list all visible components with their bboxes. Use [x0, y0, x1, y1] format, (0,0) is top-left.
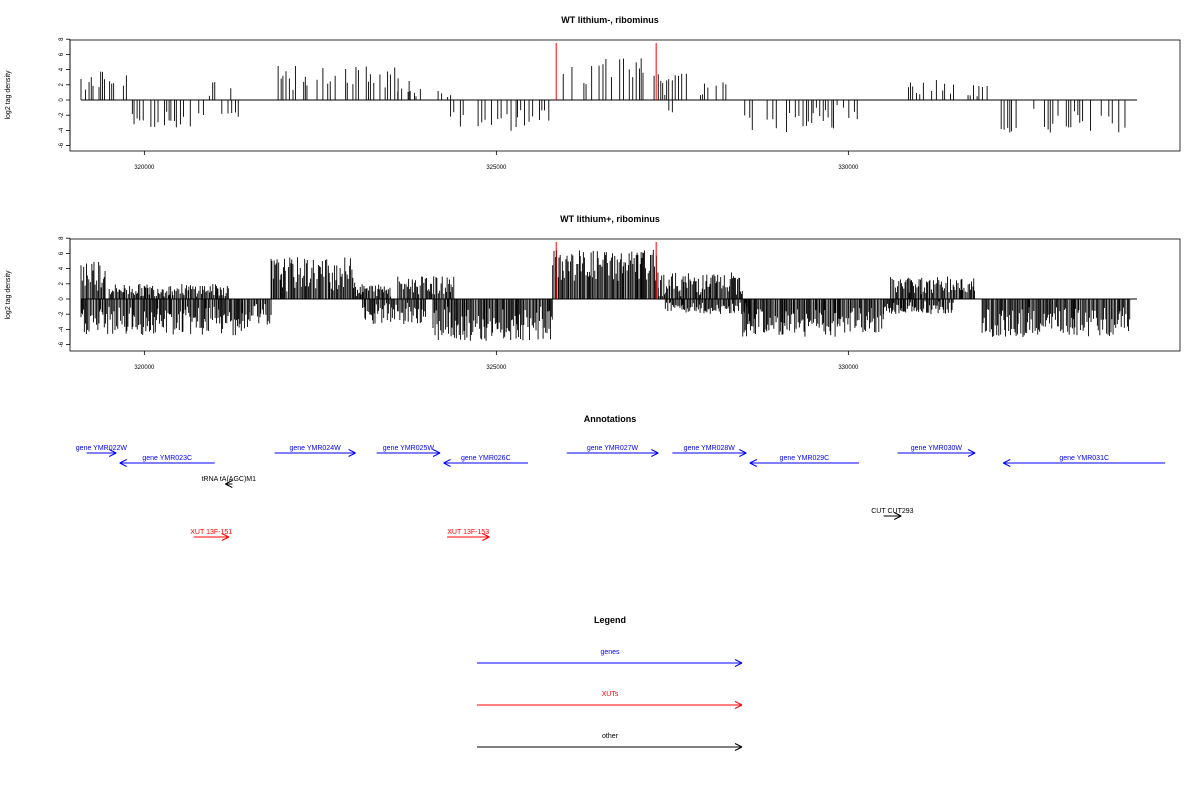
panel-1-bars [80, 58, 1126, 133]
panel-2-y-tick-label: -4 [59, 326, 65, 332]
annotation-arrow [749, 459, 859, 467]
panel-1-y-tick-label: 8 [59, 37, 65, 41]
annotations-panel: Annotations gene YMR022W gene YMR023C tRNA… [76, 414, 1166, 541]
annotation-label: gene YMR031C [1059, 455, 1109, 462]
panel-1-y-tick-label: -6 [59, 142, 65, 148]
annotation-arrow [86, 449, 117, 457]
panel-2-y-tick-label: 2 [59, 281, 65, 285]
annotation-arrow [672, 449, 747, 457]
annotation-arrow [443, 459, 529, 467]
panel-2-y-tick-label: 6 [59, 251, 65, 255]
panel-2-x-tick-label: 320000 [134, 365, 155, 371]
annotation-arrow [1003, 459, 1166, 467]
panel-1-y-tick-label: 2 [59, 82, 65, 86]
panel-2-x-axis: 320000 325000 330000 [134, 351, 859, 371]
track-panel-2: WT lithium+, ribominus log2 tag density … [5, 214, 1181, 371]
annotation-label: gene YMR026C [461, 455, 511, 462]
legend-arrow-other [477, 743, 743, 751]
annotation-arrow [566, 449, 659, 457]
annotation-label: gene YMR027W [587, 445, 639, 452]
panel-1-y-axis: 8 6 4 2 0 -2 -4 -6 [59, 37, 71, 148]
annotation-arrow [883, 512, 902, 520]
panel-1-x-tick-label: 325000 [486, 165, 507, 171]
panel-2-x-tick-label: 325000 [486, 365, 507, 371]
annotation-arrow [225, 480, 233, 488]
panel-1-title: WT lithium-, ribominus [561, 15, 659, 25]
panel-1-y-tick-label: -2 [59, 112, 65, 118]
track-panel-1: WT lithium-, ribominus log2 tag density … [5, 15, 1181, 171]
legend-label: other [602, 733, 619, 740]
panel-2-bars [80, 249, 1131, 341]
panel-2-y-tick-label: 0 [59, 297, 65, 301]
panel-1-y-tick-label: 6 [59, 52, 65, 56]
annotation-label: gene YMR023C [142, 455, 192, 462]
panel-1-x-tick-label: 330000 [838, 165, 859, 171]
panel-2-y-tick-label: 8 [59, 236, 65, 240]
annotation-label: tRNA tA(AGC)M1 [202, 476, 257, 483]
panel-2-y-axis-label: log2 tag density [5, 270, 12, 320]
legend-items: genes XUTs other [477, 649, 743, 751]
annotation-features: gene YMR022W gene YMR023C tRNA tA(AGC)M1 XU… [76, 445, 1166, 541]
annotation-label: XUT 13F-153 [447, 529, 489, 536]
legend-label: genes [600, 649, 620, 656]
panel-1-y-tick-label: 4 [59, 67, 65, 71]
legend-title: Legend [594, 615, 626, 625]
panel-2-y-tick-label: 4 [59, 266, 65, 270]
panel-1-x-tick-label: 320000 [134, 165, 155, 171]
panel-2-y-tick-label: -6 [59, 341, 65, 347]
annotation-arrow [897, 449, 976, 457]
annotation-label: XUT 13F-151 [190, 529, 232, 536]
panel-1-x-axis: 320000 325000 330000 [134, 151, 859, 171]
panel-1-y-tick-label: -4 [59, 127, 65, 133]
annotation-arrow [376, 449, 441, 457]
annotation-label: gene YMR025W [383, 445, 435, 452]
panel-2-markers [555, 242, 657, 299]
annotation-arrow [193, 533, 230, 541]
panel-1-y-tick-label: 0 [59, 98, 65, 102]
panel-2-y-tick-label: -2 [59, 311, 65, 317]
panel-2-x-tick-label: 330000 [838, 365, 859, 371]
panel-2-plot-frame [69, 238, 1181, 352]
annotation-label: gene YMR022W [76, 445, 128, 452]
annotation-label: gene YMR029C [780, 455, 830, 462]
legend-panel: Legend genes XUTs other [477, 615, 743, 751]
panel-1-y-axis-label: log2 tag density [5, 70, 12, 120]
annotation-label: gene YMR030W [911, 445, 963, 452]
legend-arrow-gene [477, 659, 743, 667]
annotation-arrow [119, 459, 215, 467]
panel-2-y-axis: 8 6 4 2 0 -2 -4 -6 [59, 236, 71, 347]
annotations-title: Annotations [584, 414, 637, 424]
panel-1-markers [555, 43, 657, 100]
panel-1-plot-frame [69, 39, 1181, 152]
annotation-arrow [274, 449, 356, 457]
annotation-label: gene YMR028W [684, 445, 736, 452]
legend-arrow-xut [477, 701, 743, 709]
annotation-label: CUT CUT293 [871, 508, 913, 515]
legend-label: XUTs [602, 691, 619, 698]
annotation-label: gene YMR024W [289, 445, 341, 452]
panel-2-title: WT lithium+, ribominus [560, 214, 660, 224]
annotation-arrow [447, 533, 490, 541]
